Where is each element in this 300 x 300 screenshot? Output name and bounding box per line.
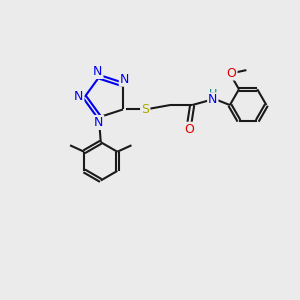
Text: N: N [120, 73, 129, 86]
Text: N: N [94, 116, 104, 129]
Text: H: H [208, 89, 217, 99]
Text: O: O [184, 123, 194, 136]
Text: N: N [93, 65, 103, 78]
Text: N: N [208, 93, 218, 106]
Text: S: S [141, 103, 149, 116]
Text: N: N [74, 91, 83, 103]
Text: O: O [227, 67, 237, 80]
